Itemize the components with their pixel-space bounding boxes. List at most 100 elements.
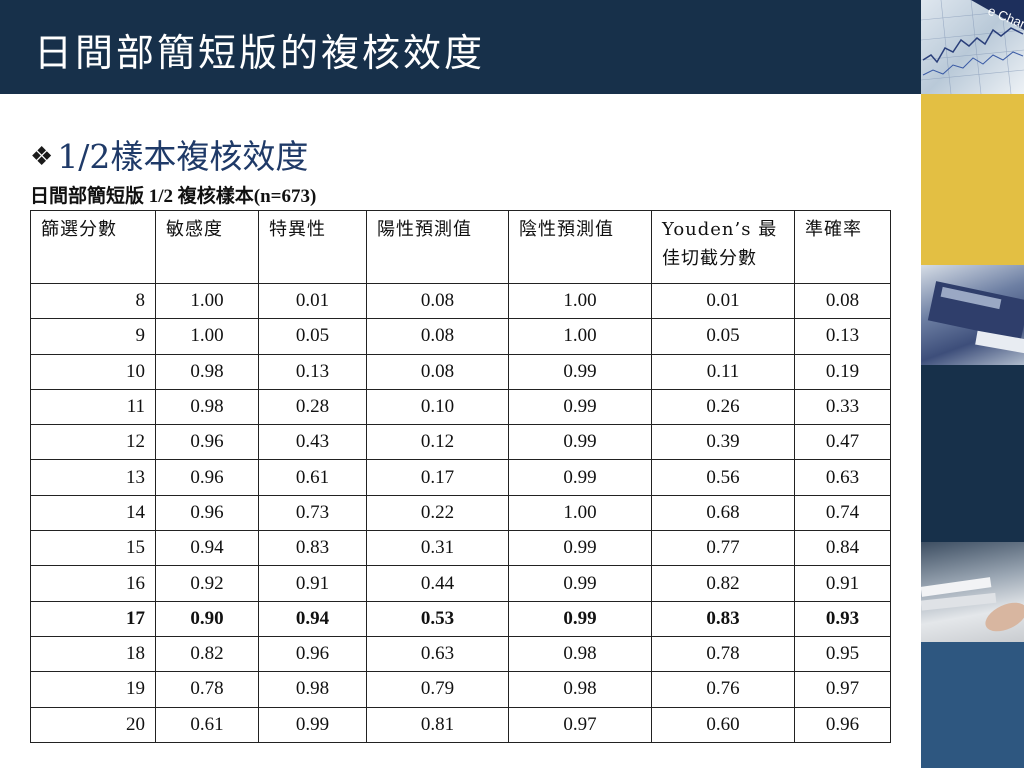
value-cell: 0.01 bbox=[651, 282, 795, 320]
value-cell: 0.61 bbox=[258, 459, 367, 496]
printer-photo bbox=[921, 265, 1024, 365]
value-cell: 0.08 bbox=[366, 353, 509, 390]
value-cell: 0.19 bbox=[794, 353, 891, 390]
value-cell: 0.53 bbox=[366, 600, 509, 637]
value-cell: 0.11 bbox=[651, 353, 795, 390]
value-cell: 0.98 bbox=[508, 635, 652, 673]
bullet-subtitle: ❖ 1/2樣本複核效度 bbox=[30, 130, 308, 178]
value-cell: 0.96 bbox=[155, 494, 259, 532]
value-cell: 0.13 bbox=[794, 318, 891, 355]
table-row: 17 0.90 0.94 0.53 0.99 0.83 0.93 bbox=[30, 600, 891, 637]
table-row: 20 0.61 0.99 0.81 0.97 0.60 0.96 bbox=[30, 706, 891, 743]
table-row: 15 0.94 0.83 0.31 0.99 0.77 0.84 bbox=[30, 530, 891, 567]
column-header: 陰性預測值 bbox=[508, 210, 652, 284]
value-cell: 0.99 bbox=[258, 706, 367, 743]
value-cell: 0.73 bbox=[258, 494, 367, 532]
value-cell: 0.74 bbox=[794, 494, 891, 532]
value-cell: 0.93 bbox=[794, 600, 891, 637]
table-row: 9 1.00 0.05 0.08 1.00 0.05 0.13 bbox=[30, 318, 891, 355]
diamond-bullet-icon: ❖ bbox=[30, 142, 54, 172]
value-cell: 0.99 bbox=[508, 353, 652, 390]
value-cell: 0.39 bbox=[651, 424, 795, 461]
value-cell: 0.26 bbox=[651, 388, 795, 426]
value-cell: 0.92 bbox=[155, 565, 259, 602]
value-cell: 0.63 bbox=[794, 459, 891, 496]
table-row: 10 0.98 0.13 0.08 0.99 0.11 0.19 bbox=[30, 353, 891, 390]
score-cell: 19 bbox=[30, 671, 156, 708]
value-cell: 0.10 bbox=[366, 388, 509, 426]
score-cell: 14 bbox=[30, 494, 156, 532]
value-cell: 0.08 bbox=[794, 282, 891, 320]
value-cell: 0.81 bbox=[366, 706, 509, 743]
stock-chart-lines: e Char bbox=[921, 0, 1024, 94]
subtitle-text: 1/2樣本複核效度 bbox=[57, 137, 309, 176]
value-cell: 1.00 bbox=[508, 282, 652, 320]
column-header: Youden’s 最佳切截分數 bbox=[651, 210, 795, 284]
yellow-accent-block bbox=[921, 94, 1024, 265]
validity-table: 篩選分數 敏感度 特異性 陽性預測值 陰性預測值 Youden’s 最佳切截分數 準確率 8… bbox=[30, 210, 891, 743]
value-cell: 1.00 bbox=[508, 494, 652, 532]
value-cell: 0.78 bbox=[155, 671, 259, 708]
value-cell: 0.44 bbox=[366, 565, 509, 602]
value-cell: 0.79 bbox=[366, 671, 509, 708]
value-cell: 0.99 bbox=[508, 424, 652, 461]
value-cell: 0.61 bbox=[155, 706, 259, 743]
value-cell: 0.05 bbox=[651, 318, 795, 355]
table-row: 19 0.78 0.98 0.79 0.98 0.76 0.97 bbox=[30, 671, 891, 708]
value-cell: 0.63 bbox=[366, 635, 509, 673]
value-cell: 0.84 bbox=[794, 530, 891, 567]
score-cell: 20 bbox=[30, 706, 156, 743]
value-cell: 0.83 bbox=[651, 600, 795, 637]
value-cell: 0.90 bbox=[155, 600, 259, 637]
score-cell: 13 bbox=[30, 459, 156, 496]
value-cell: 0.60 bbox=[651, 706, 795, 743]
value-cell: 0.47 bbox=[794, 424, 891, 461]
score-cell: 11 bbox=[30, 388, 156, 426]
value-cell: 0.68 bbox=[651, 494, 795, 532]
decorative-side-strip: e Char bbox=[921, 0, 1024, 768]
value-cell: 0.94 bbox=[155, 530, 259, 567]
slide-title: 日間部簡短版的複核效度 bbox=[34, 31, 486, 75]
score-cell: 15 bbox=[30, 530, 156, 567]
score-cell: 8 bbox=[30, 282, 156, 320]
navy-accent-block bbox=[921, 365, 1024, 542]
column-header: 敏感度 bbox=[155, 210, 259, 284]
table-row: 18 0.82 0.96 0.63 0.98 0.78 0.95 bbox=[30, 635, 891, 673]
hand-paper-photo bbox=[921, 542, 1024, 642]
value-cell: 0.01 bbox=[258, 282, 367, 320]
value-cell: 0.12 bbox=[366, 424, 509, 461]
value-cell: 0.05 bbox=[258, 318, 367, 355]
table-row: 8 1.00 0.01 0.08 1.00 0.01 0.08 bbox=[30, 282, 891, 320]
value-cell: 0.83 bbox=[258, 530, 367, 567]
value-cell: 0.33 bbox=[794, 388, 891, 426]
table-header-row: 篩選分數 敏感度 特異性 陽性預測值 陰性預測值 Youden’s 最佳切截分數 準確率 bbox=[30, 210, 891, 284]
value-cell: 0.76 bbox=[651, 671, 795, 708]
value-cell: 1.00 bbox=[155, 282, 259, 320]
value-cell: 0.08 bbox=[366, 318, 509, 355]
value-cell: 1.00 bbox=[508, 318, 652, 355]
blue-accent-block bbox=[921, 642, 1024, 768]
value-cell: 0.98 bbox=[155, 388, 259, 426]
value-cell: 0.22 bbox=[366, 494, 509, 532]
value-cell: 0.13 bbox=[258, 353, 367, 390]
column-header: 特異性 bbox=[258, 210, 367, 284]
title-bar: 日間部簡短版的複核效度 bbox=[0, 0, 921, 94]
value-cell: 0.96 bbox=[155, 459, 259, 496]
table-row: 14 0.96 0.73 0.22 1.00 0.68 0.74 bbox=[30, 494, 891, 532]
value-cell: 0.96 bbox=[155, 424, 259, 461]
score-cell: 18 bbox=[30, 635, 156, 673]
value-cell: 0.96 bbox=[258, 635, 367, 673]
stock-chart-photo: e Char bbox=[921, 0, 1024, 94]
value-cell: 0.98 bbox=[155, 353, 259, 390]
value-cell: 0.56 bbox=[651, 459, 795, 496]
table-row: 11 0.98 0.28 0.10 0.99 0.26 0.33 bbox=[30, 388, 891, 426]
value-cell: 0.95 bbox=[794, 635, 891, 673]
value-cell: 0.94 bbox=[258, 600, 367, 637]
value-cell: 0.43 bbox=[258, 424, 367, 461]
table-caption: 日間部簡短版 1/2 複核樣本(n=673) bbox=[30, 186, 317, 207]
score-cell: 9 bbox=[30, 318, 156, 355]
value-cell: 0.28 bbox=[258, 388, 367, 426]
value-cell: 0.91 bbox=[258, 565, 367, 602]
value-cell: 0.97 bbox=[508, 706, 652, 743]
value-cell: 1.00 bbox=[155, 318, 259, 355]
